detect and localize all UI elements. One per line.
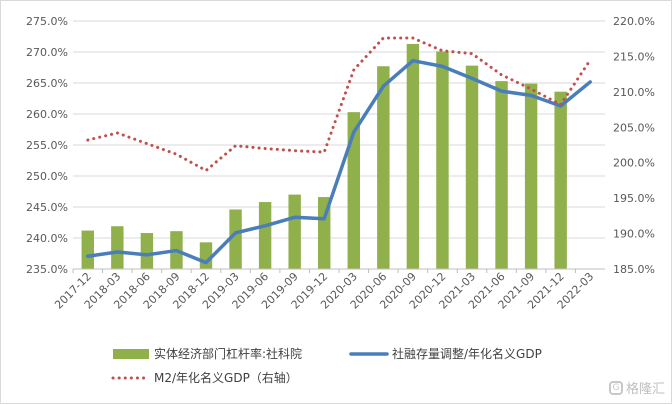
bar xyxy=(466,66,478,269)
bar xyxy=(436,51,448,269)
bar xyxy=(554,92,566,269)
left-tick-label: 265.0% xyxy=(26,77,68,90)
x-axis: 2017-122018-032018-062018-092018-122019-… xyxy=(52,269,605,312)
bar xyxy=(525,84,537,269)
legend-label-bar: 实体经济部门杠杆率:社科院 xyxy=(154,346,302,361)
left-tick-label: 270.0% xyxy=(26,46,68,59)
bar xyxy=(495,81,507,269)
bar xyxy=(259,202,271,269)
watermark-text: 格隆汇 xyxy=(626,378,665,397)
right-tick-label: 220.0% xyxy=(613,15,655,28)
bar xyxy=(82,231,94,269)
series-line-tsf xyxy=(88,61,590,263)
left-tick-label: 245.0% xyxy=(26,201,68,214)
legend-label-tsf: 社融存量调整/年化名义GDP xyxy=(392,346,542,361)
left-tick-label: 250.0% xyxy=(26,170,68,183)
watermark: G 格隆汇 xyxy=(609,378,665,397)
left-tick-label: 255.0% xyxy=(26,139,68,152)
right-tick-label: 205.0% xyxy=(613,121,655,134)
right-axis: 185.0% 190.0% 195.0% 200.0% 205.0% 210.0% 215.… xyxy=(613,15,655,276)
bar xyxy=(111,226,123,269)
bar xyxy=(377,66,389,269)
line-series xyxy=(88,38,591,263)
series-line-m2 xyxy=(88,38,590,171)
right-tick-label: 200.0% xyxy=(613,157,655,170)
bar xyxy=(141,233,153,269)
right-tick-label: 190.0% xyxy=(613,228,655,241)
legend: 实体经济部门杠杆率:社科院 社融存量调整/年化名义GDP M2/年化名义GDP（右轴… xyxy=(113,346,542,385)
left-tick-label: 240.0% xyxy=(26,232,68,245)
bar xyxy=(407,44,419,269)
right-tick-label: 215.0% xyxy=(613,50,655,63)
left-axis: 235.0% 240.0% 245.0% 250.0% 255.0% 260.0% 265.… xyxy=(26,15,68,276)
left-tick-label: 275.0% xyxy=(26,15,68,28)
bar xyxy=(288,195,300,269)
right-tick-label: 195.0% xyxy=(613,192,655,205)
right-tick-label: 210.0% xyxy=(613,86,655,99)
bar-series xyxy=(82,44,567,269)
legend-swatch-bar xyxy=(113,349,149,359)
watermark-logo-icon: G xyxy=(609,381,623,395)
right-tick-label: 185.0% xyxy=(613,263,655,276)
left-tick-label: 260.0% xyxy=(26,108,68,121)
left-tick-label: 235.0% xyxy=(26,263,68,276)
bar xyxy=(200,242,212,269)
legend-label-m2: M2/年化名义GDP（右轴） xyxy=(154,370,298,385)
